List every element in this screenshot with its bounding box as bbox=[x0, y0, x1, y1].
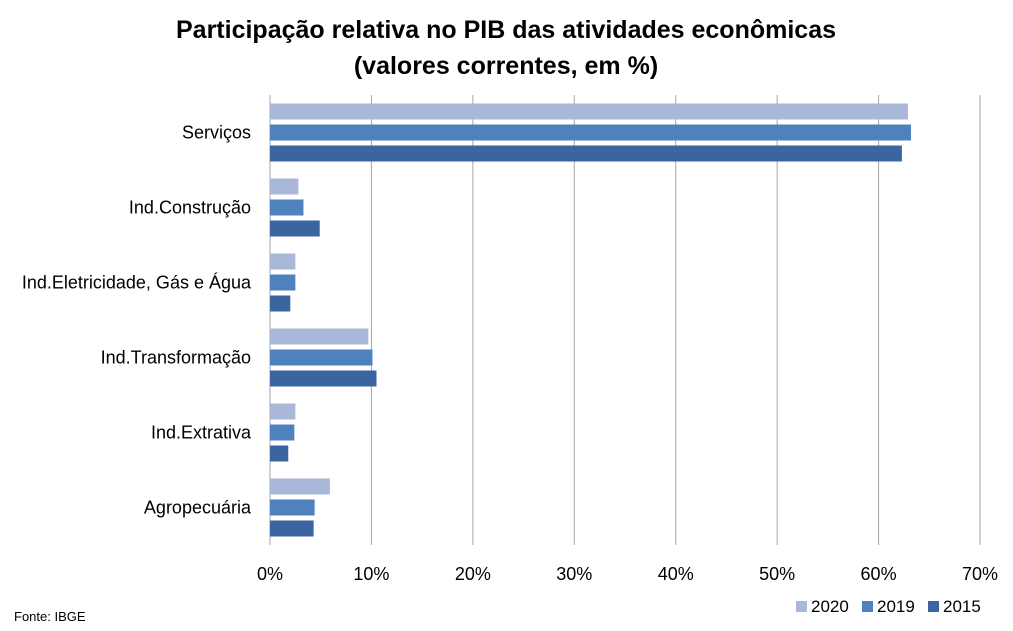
bar bbox=[270, 103, 908, 120]
x-tick-label: 60% bbox=[861, 564, 897, 584]
category-label: Ind.Eletricidade, Gás e Água bbox=[22, 273, 252, 293]
legend-swatch bbox=[796, 601, 807, 612]
gridlines bbox=[269, 95, 981, 545]
bar bbox=[270, 499, 315, 516]
chart-title: Participação relativa no PIB das ativida… bbox=[176, 16, 836, 44]
bar bbox=[270, 145, 902, 162]
category-label: Ind.Extrativa bbox=[151, 423, 252, 443]
bar bbox=[270, 124, 912, 141]
x-axis-tick-labels: 0% 10% 20% 30% 40% 50% 60% 70% bbox=[257, 564, 998, 584]
bar bbox=[270, 253, 296, 270]
x-tick-label: 0% bbox=[257, 564, 283, 584]
bar bbox=[270, 478, 330, 495]
bar bbox=[270, 403, 296, 420]
category-label: Ind.Construção bbox=[129, 198, 251, 218]
bar bbox=[270, 199, 304, 216]
source-note: Fonte: IBGE bbox=[14, 609, 86, 624]
bar bbox=[270, 178, 299, 195]
legend-label: 2020 bbox=[811, 597, 849, 616]
bar bbox=[270, 274, 296, 291]
bar bbox=[270, 349, 373, 366]
x-tick-label: 30% bbox=[556, 564, 592, 584]
bar bbox=[270, 220, 320, 237]
x-tick-label: 50% bbox=[759, 564, 795, 584]
legend-swatch bbox=[862, 601, 873, 612]
chart-subtitle: (valores correntes, em %) bbox=[354, 52, 658, 80]
x-tick-label: 10% bbox=[353, 564, 389, 584]
category-label: Agropecuária bbox=[144, 498, 252, 518]
legend: 2020 2019 2015 bbox=[796, 597, 981, 616]
legend-swatch bbox=[928, 601, 939, 612]
category-label: Ind.Transformação bbox=[101, 348, 251, 368]
bar bbox=[270, 520, 314, 537]
legend-label: 2015 bbox=[943, 597, 981, 616]
bar bbox=[270, 328, 369, 345]
x-tick-label: 20% bbox=[455, 564, 491, 584]
category-labels: Serviços Ind.Construção Ind.Eletricidade, … bbox=[22, 123, 252, 518]
bar bbox=[270, 370, 377, 387]
bars bbox=[270, 103, 912, 537]
x-tick-label: 70% bbox=[962, 564, 998, 584]
bar bbox=[270, 295, 291, 312]
bar bbox=[270, 424, 295, 441]
category-label: Serviços bbox=[182, 123, 251, 143]
bar bbox=[270, 445, 289, 462]
legend-label: 2019 bbox=[877, 597, 915, 616]
x-tick-label: 40% bbox=[658, 564, 694, 584]
